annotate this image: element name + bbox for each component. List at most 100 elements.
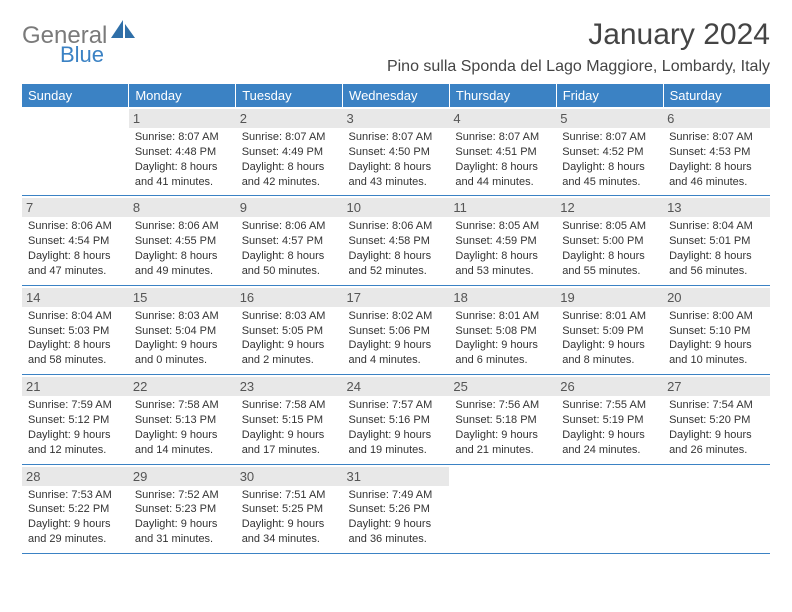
- day-info-line: Daylight: 9 hours: [135, 428, 232, 443]
- calendar-cell: 29Sunrise: 7:52 AMSunset: 5:23 PMDayligh…: [129, 464, 236, 553]
- day-info-line: and 8 minutes.: [562, 353, 659, 368]
- day-info-line: and 6 minutes.: [455, 353, 552, 368]
- calendar-cell: 7Sunrise: 8:06 AMSunset: 4:54 PMDaylight…: [22, 196, 129, 285]
- day-info-line: Sunrise: 8:06 AM: [349, 219, 446, 234]
- calendar-cell: 14Sunrise: 8:04 AMSunset: 5:03 PMDayligh…: [22, 285, 129, 374]
- day-info: Sunrise: 8:06 AMSunset: 4:55 PMDaylight:…: [133, 219, 232, 278]
- day-info-line: Sunrise: 7:51 AM: [242, 488, 339, 503]
- day-info-line: Daylight: 8 hours: [28, 338, 125, 353]
- day-info-line: Sunrise: 7:59 AM: [28, 398, 125, 413]
- day-info-line: Daylight: 9 hours: [242, 517, 339, 532]
- calendar-row: 1Sunrise: 8:07 AMSunset: 4:48 PMDaylight…: [22, 107, 770, 196]
- day-info-line: Sunrise: 7:54 AM: [669, 398, 766, 413]
- day-info-line: Daylight: 8 hours: [669, 160, 766, 175]
- calendar-cell: 26Sunrise: 7:55 AMSunset: 5:19 PMDayligh…: [556, 375, 663, 464]
- day-info-line: Sunset: 5:09 PM: [562, 324, 659, 339]
- day-info-line: Sunset: 5:20 PM: [669, 413, 766, 428]
- day-info: Sunrise: 7:58 AMSunset: 5:13 PMDaylight:…: [133, 398, 232, 457]
- day-header: Thursday: [449, 84, 556, 107]
- day-info-line: and 10 minutes.: [669, 353, 766, 368]
- day-info: Sunrise: 7:55 AMSunset: 5:19 PMDaylight:…: [560, 398, 659, 457]
- day-info-line: Daylight: 8 hours: [349, 160, 446, 175]
- day-info-line: Sunrise: 7:52 AM: [135, 488, 232, 503]
- day-number: 25: [449, 377, 556, 396]
- day-info-line: Sunset: 5:04 PM: [135, 324, 232, 339]
- day-info-line: Sunset: 5:26 PM: [349, 502, 446, 517]
- day-info-line: and 58 minutes.: [28, 353, 125, 368]
- day-info-line: and 14 minutes.: [135, 443, 232, 458]
- calendar-cell: 3Sunrise: 8:07 AMSunset: 4:50 PMDaylight…: [343, 107, 450, 196]
- day-info-line: and 56 minutes.: [669, 264, 766, 279]
- day-info-line: and 2 minutes.: [242, 353, 339, 368]
- calendar-cell: 30Sunrise: 7:51 AMSunset: 5:25 PMDayligh…: [236, 464, 343, 553]
- day-info-line: Sunset: 4:52 PM: [562, 145, 659, 160]
- day-info: Sunrise: 8:01 AMSunset: 5:08 PMDaylight:…: [453, 309, 552, 368]
- day-info-line: Sunset: 5:10 PM: [669, 324, 766, 339]
- day-info-line: Daylight: 8 hours: [455, 160, 552, 175]
- day-number: 29: [129, 467, 236, 486]
- day-info-line: and 49 minutes.: [135, 264, 232, 279]
- day-number: 28: [22, 467, 129, 486]
- day-info: Sunrise: 8:07 AMSunset: 4:49 PMDaylight:…: [240, 130, 339, 189]
- day-info: Sunrise: 8:05 AMSunset: 5:00 PMDaylight:…: [560, 219, 659, 278]
- day-info-line: Sunset: 5:22 PM: [28, 502, 125, 517]
- day-info-line: and 53 minutes.: [455, 264, 552, 279]
- day-info-line: and 19 minutes.: [349, 443, 446, 458]
- day-number: 13: [663, 198, 770, 217]
- day-info: Sunrise: 8:02 AMSunset: 5:06 PMDaylight:…: [347, 309, 446, 368]
- day-info-line: Sunrise: 8:01 AM: [562, 309, 659, 324]
- day-number: 12: [556, 198, 663, 217]
- day-info-line: Daylight: 9 hours: [242, 338, 339, 353]
- day-number: 22: [129, 377, 236, 396]
- day-number: 20: [663, 288, 770, 307]
- calendar-cell: 25 Sunrise: 7:56 AMSunset: 5:18 PMDayligh…: [449, 375, 556, 464]
- day-info-line: and 50 minutes.: [242, 264, 339, 279]
- day-info-line: Daylight: 9 hours: [455, 338, 552, 353]
- day-info-line: Sunset: 4:58 PM: [349, 234, 446, 249]
- day-info: Sunrise: 8:07 AMSunset: 4:53 PMDaylight:…: [667, 130, 766, 189]
- day-info-line: Sunset: 5:05 PM: [242, 324, 339, 339]
- sail-icon: [109, 18, 137, 40]
- day-info-line: Sunrise: 8:02 AM: [349, 309, 446, 324]
- day-number: 6: [663, 109, 770, 128]
- calendar-cell: 6 Sunrise: 8:07 AMSunset: 4:53 PMDaylight…: [663, 107, 770, 196]
- day-info-line: Sunset: 4:55 PM: [135, 234, 232, 249]
- day-info: Sunrise: 7:56 AMSunset: 5:18 PMDaylight:…: [453, 398, 552, 457]
- day-info-line: Sunrise: 8:00 AM: [669, 309, 766, 324]
- calendar-cell: 4Sunrise: 8:07 AMSunset: 4:51 PMDaylight…: [449, 107, 556, 196]
- calendar-row: 7Sunrise: 8:06 AMSunset: 4:54 PMDaylight…: [22, 196, 770, 285]
- day-info-line: Sunrise: 7:49 AM: [349, 488, 446, 503]
- day-number: 27: [663, 377, 770, 396]
- day-info-line: Sunset: 5:08 PM: [455, 324, 552, 339]
- day-info-line: Sunset: 4:54 PM: [28, 234, 125, 249]
- day-info-line: Sunset: 4:57 PM: [242, 234, 339, 249]
- day-number: 3: [343, 109, 450, 128]
- day-info-line: Daylight: 9 hours: [562, 428, 659, 443]
- day-info-line: Sunset: 4:51 PM: [455, 145, 552, 160]
- day-info-line: Daylight: 9 hours: [28, 428, 125, 443]
- day-info-line: Sunrise: 8:07 AM: [349, 130, 446, 145]
- calendar-cell: 1 Sunrise: 8:07 AMSunset: 4:48 PMDaylight…: [129, 107, 236, 196]
- month-title: January 2024: [387, 18, 770, 52]
- day-header: Tuesday: [236, 84, 343, 107]
- day-info-line: and 52 minutes.: [349, 264, 446, 279]
- day-info-line: Sunset: 5:00 PM: [562, 234, 659, 249]
- day-info-line: Sunrise: 7:58 AM: [135, 398, 232, 413]
- day-info-line: Sunset: 5:23 PM: [135, 502, 232, 517]
- calendar-cell: 17Sunrise: 8:02 AMSunset: 5:06 PMDayligh…: [343, 285, 450, 374]
- day-info-line: Sunrise: 8:06 AM: [242, 219, 339, 234]
- day-info-line: and 26 minutes.: [669, 443, 766, 458]
- day-info-line: Sunrise: 8:06 AM: [28, 219, 125, 234]
- day-info-line: Sunset: 4:48 PM: [135, 145, 232, 160]
- day-number: 1: [129, 109, 236, 128]
- calendar-row: 14Sunrise: 8:04 AMSunset: 5:03 PMDayligh…: [22, 285, 770, 374]
- day-info-line: Sunrise: 8:07 AM: [562, 130, 659, 145]
- day-info-line: Daylight: 9 hours: [669, 338, 766, 353]
- calendar-cell: 10Sunrise: 8:06 AMSunset: 4:58 PMDayligh…: [343, 196, 450, 285]
- calendar-cell: 5Sunrise: 8:07 AMSunset: 4:52 PMDaylight…: [556, 107, 663, 196]
- day-info: Sunrise: 8:07 AMSunset: 4:48 PMDaylight:…: [133, 130, 232, 189]
- calendar-cell: 23Sunrise: 7:58 AMSunset: 5:15 PMDayligh…: [236, 375, 343, 464]
- day-info: Sunrise: 7:51 AMSunset: 5:25 PMDaylight:…: [240, 488, 339, 547]
- calendar-cell: 31Sunrise: 7:49 AMSunset: 5:26 PMDayligh…: [343, 464, 450, 553]
- day-number: 5: [556, 109, 663, 128]
